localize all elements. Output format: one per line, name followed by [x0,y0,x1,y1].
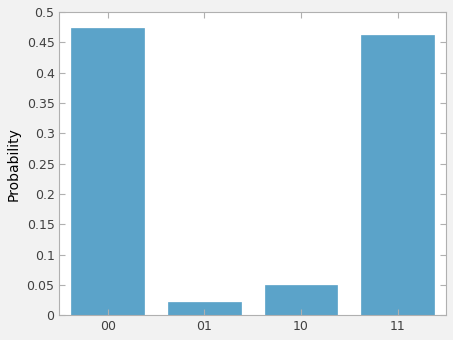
Bar [361,35,434,315]
Y-axis label: Probability: Probability [7,126,21,201]
Bar [72,28,144,315]
Bar [265,285,337,315]
Bar [168,302,241,315]
